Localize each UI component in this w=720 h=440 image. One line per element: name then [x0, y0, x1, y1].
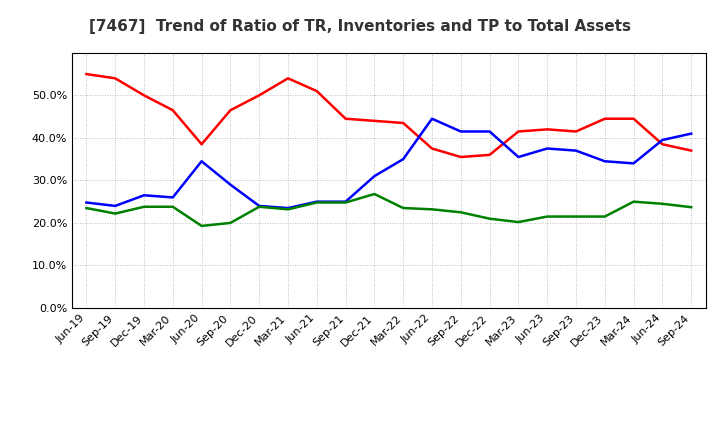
Trade Receivables: [629, 116, 638, 121]
Trade Receivables: [197, 142, 206, 147]
Trade Receivables: [514, 129, 523, 134]
Trade Receivables: [572, 129, 580, 134]
Trade Receivables: [82, 71, 91, 77]
Trade Payables: [82, 205, 91, 211]
Trade Receivables: [399, 120, 408, 126]
Trade Payables: [255, 204, 264, 209]
Inventories: [341, 199, 350, 204]
Inventories: [485, 129, 494, 134]
Trade Receivables: [428, 146, 436, 151]
Trade Receivables: [370, 118, 379, 124]
Inventories: [255, 203, 264, 209]
Trade Payables: [168, 204, 177, 209]
Trade Payables: [572, 214, 580, 219]
Trade Payables: [341, 200, 350, 205]
Inventories: [514, 154, 523, 160]
Trade Payables: [543, 214, 552, 219]
Trade Payables: [629, 199, 638, 204]
Inventories: [629, 161, 638, 166]
Trade Receivables: [111, 76, 120, 81]
Line: Trade Receivables: Trade Receivables: [86, 74, 691, 157]
Inventories: [600, 159, 609, 164]
Trade Receivables: [341, 116, 350, 121]
Inventories: [284, 205, 292, 211]
Trade Payables: [370, 191, 379, 197]
Text: [7467]  Trend of Ratio of TR, Inventories and TP to Total Assets: [7467] Trend of Ratio of TR, Inventories…: [89, 19, 631, 34]
Inventories: [428, 116, 436, 121]
Trade Payables: [600, 214, 609, 219]
Trade Payables: [312, 200, 321, 205]
Trade Payables: [456, 210, 465, 215]
Inventories: [543, 146, 552, 151]
Inventories: [370, 173, 379, 179]
Inventories: [399, 157, 408, 162]
Trade Receivables: [284, 76, 292, 81]
Inventories: [572, 148, 580, 153]
Trade Payables: [658, 201, 667, 206]
Trade Receivables: [456, 154, 465, 160]
Trade Receivables: [600, 116, 609, 121]
Inventories: [658, 137, 667, 143]
Inventories: [168, 195, 177, 200]
Trade Receivables: [687, 148, 696, 153]
Inventories: [140, 193, 148, 198]
Trade Payables: [226, 220, 235, 226]
Trade Payables: [284, 207, 292, 212]
Trade Payables: [485, 216, 494, 221]
Trade Payables: [399, 205, 408, 211]
Inventories: [226, 182, 235, 187]
Inventories: [687, 131, 696, 136]
Inventories: [456, 129, 465, 134]
Trade Payables: [514, 220, 523, 225]
Trade Payables: [111, 211, 120, 216]
Trade Receivables: [485, 152, 494, 158]
Trade Receivables: [140, 93, 148, 98]
Trade Payables: [140, 204, 148, 209]
Trade Receivables: [312, 88, 321, 94]
Line: Inventories: Inventories: [86, 119, 691, 208]
Trade Payables: [197, 223, 206, 228]
Trade Receivables: [255, 93, 264, 98]
Trade Receivables: [168, 107, 177, 113]
Inventories: [197, 159, 206, 164]
Inventories: [111, 203, 120, 209]
Trade Receivables: [543, 127, 552, 132]
Inventories: [82, 200, 91, 205]
Trade Receivables: [226, 107, 235, 113]
Trade Payables: [428, 207, 436, 212]
Line: Trade Payables: Trade Payables: [86, 194, 691, 226]
Inventories: [312, 199, 321, 204]
Trade Payables: [687, 205, 696, 210]
Trade Receivables: [658, 142, 667, 147]
